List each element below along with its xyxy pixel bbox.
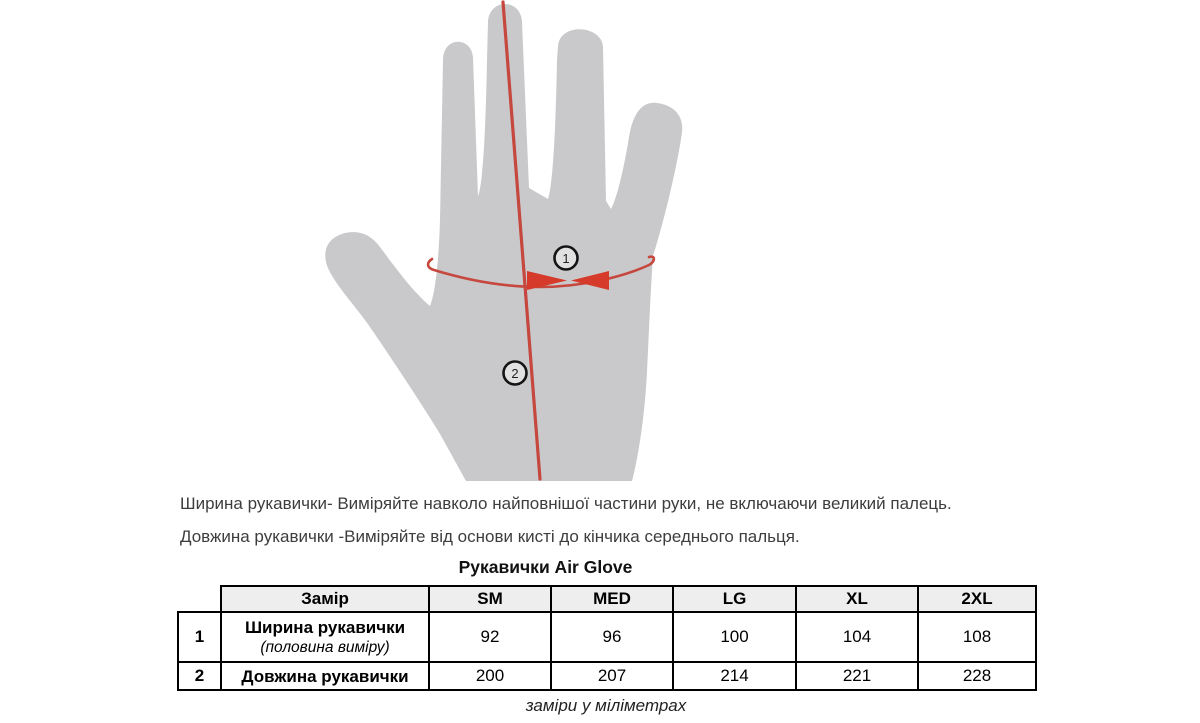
length-measure-line	[501, 0, 542, 481]
size-table: Замір SM MED LG XL 2XL 1 Ширина рукавичк…	[177, 585, 1037, 691]
table-row-width: 1 Ширина рукавички (половина виміру) 92 …	[177, 611, 1037, 663]
row-label-cell: Довжина рукавички	[220, 661, 430, 691]
row-label: Ширина рукавички	[244, 618, 406, 637]
size-table-header-row: Замір SM MED LG XL 2XL	[178, 585, 1037, 613]
marker-label-2: 2	[511, 366, 518, 381]
width-measure-line	[426, 255, 656, 289]
column-header-measure: Замір	[220, 585, 430, 613]
column-header-lg: LG	[672, 585, 797, 613]
value-cell: 96	[550, 611, 674, 663]
width-measure-arrow-left	[527, 271, 567, 290]
value-cell: 108	[917, 611, 1037, 663]
marker-label-1: 1	[562, 251, 569, 266]
value-cell: 207	[550, 661, 674, 691]
row-number: 2	[177, 661, 222, 691]
marker-circle-2	[502, 360, 528, 386]
value-cell: 200	[428, 661, 552, 691]
units-footnote: заміри у міліметрах	[525, 696, 687, 715]
column-header-sm: SM	[428, 585, 552, 613]
value-cell: 100	[672, 611, 797, 663]
table-row-length: 2 Довжина рукавички 200 207 214 221 228	[177, 661, 1037, 691]
length-instruction-text: Довжина рукавички -Виміряйте від основи …	[180, 527, 800, 546]
value-cell: 92	[428, 611, 552, 663]
size-table-corner-cell	[178, 586, 221, 612]
measurement-instructions: Ширина рукавички- Виміряйте навколо найп…	[180, 487, 1050, 553]
width-measure-arrow-right	[571, 271, 609, 290]
value-cell: 228	[917, 661, 1037, 691]
row-sublabel: (половина виміру)	[260, 639, 390, 656]
hand-silhouette	[325, 4, 683, 481]
column-header-med: MED	[550, 585, 674, 613]
row-number: 1	[177, 611, 222, 663]
row-label: Довжина рукавички	[241, 666, 409, 686]
row-label-cell: Ширина рукавички (половина виміру)	[220, 611, 430, 663]
value-cell: 221	[795, 661, 919, 691]
width-instruction-text: Ширина рукавички- Виміряйте навколо найп…	[180, 494, 952, 513]
column-header-xl: XL	[795, 585, 919, 613]
marker-circle-1	[553, 245, 579, 271]
hand-measurement-diagram: 1 2	[325, 0, 683, 481]
size-table-title: Рукавички Air Glove	[458, 557, 633, 577]
column-header-2xl: 2XL	[917, 585, 1037, 613]
value-cell: 104	[795, 611, 919, 663]
value-cell: 214	[672, 661, 797, 691]
